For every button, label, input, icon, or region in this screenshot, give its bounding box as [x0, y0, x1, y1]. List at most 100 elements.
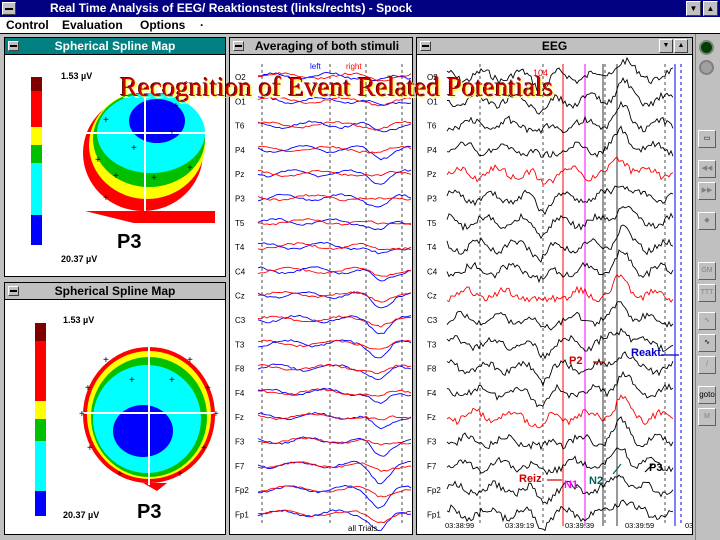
record-indicator-icon[interactable]: [699, 40, 714, 55]
forward-icon[interactable]: ▶▶: [698, 182, 716, 200]
rewind-icon[interactable]: ◀◀: [698, 160, 716, 178]
panel-title: Averaging of both stimuli: [230, 38, 412, 55]
mode-icon[interactable]: ◆: [698, 212, 716, 230]
trace-right: [257, 96, 412, 107]
svg-text:+: +: [79, 409, 85, 420]
channel-label: O1: [235, 97, 246, 106]
trace-left: [257, 484, 412, 509]
ttt-button[interactable]: TTT: [698, 284, 716, 302]
eeg-trace: [446, 56, 674, 92]
time-tick-label: 03:39:79: [685, 521, 692, 530]
annotation-p2: P2: [569, 355, 583, 367]
channel-label: O1: [427, 97, 438, 106]
head-map-top: + + + + + + + + +: [80, 93, 215, 223]
eeg-trace: [446, 77, 674, 115]
channel-label: O2: [235, 73, 246, 82]
channel-label: F4: [235, 389, 245, 398]
trace-left: [257, 193, 412, 208]
erp-icon[interactable]: ∿: [698, 334, 716, 352]
goto-button[interactable]: goto: [698, 386, 716, 404]
menu-bar: Control Evaluation Options ·: [0, 17, 720, 34]
channel-label: Fp1: [235, 510, 249, 519]
trace-left: [257, 266, 412, 282]
annotation-reakt: Reakt.: [631, 347, 665, 359]
panel-menu-button[interactable]: [233, 41, 244, 51]
svg-text:+: +: [151, 173, 157, 184]
m-button[interactable]: M: [698, 408, 716, 426]
trace-right: [257, 266, 412, 277]
printer-icon[interactable]: ▭: [698, 130, 716, 148]
channel-label: P4: [427, 146, 437, 155]
trace-right: [257, 72, 412, 82]
trace-left: [257, 460, 412, 485]
channel-label: T6: [427, 122, 437, 131]
trace-right: [257, 315, 412, 328]
time-tick-label: 03:39:59: [625, 521, 654, 530]
trace-left: [257, 509, 412, 532]
eeg-trace: [446, 446, 674, 476]
window-title-bar: Real Time Analysis of EEG/ Reaktionstest…: [0, 0, 720, 17]
channel-label: Fp1: [427, 510, 441, 519]
line-icon[interactable]: /: [698, 356, 716, 374]
svg-text:+: +: [173, 101, 179, 112]
svg-text:+: +: [87, 443, 93, 454]
channel-label: T3: [235, 340, 245, 349]
channel-label: Cz: [235, 292, 245, 301]
trace-right: [257, 291, 412, 303]
channel-label: T6: [235, 122, 245, 131]
panel-minimize-button[interactable]: ▼: [659, 39, 673, 53]
time-tick-label: 03:39:39: [565, 521, 594, 530]
svg-text:+: +: [117, 469, 123, 480]
gm-button[interactable]: GM: [698, 262, 716, 280]
panel-maximize-button[interactable]: ▲: [674, 39, 688, 53]
menu-control[interactable]: Control: [6, 18, 49, 32]
channel-label: Fz: [427, 413, 436, 422]
trace-right: [257, 145, 412, 154]
channel-label: F7: [235, 462, 245, 471]
map-min-value: 20.37 µV: [61, 254, 98, 264]
eeg-trace: [446, 474, 674, 505]
svg-text:+: +: [187, 355, 193, 366]
svg-text:+: +: [113, 171, 119, 182]
channel-label: F8: [427, 365, 437, 374]
eeg-trace: [446, 205, 674, 240]
legend-left: left: [310, 62, 321, 71]
annotation-n1: N1: [564, 479, 579, 491]
svg-text:+: +: [177, 469, 183, 480]
stop-indicator-icon[interactable]: [699, 60, 714, 75]
minimize-button[interactable]: ▼: [686, 1, 701, 16]
overlay-heading: Recognition of Event Related Potentials: [120, 72, 554, 102]
channel-label: Cz: [427, 292, 437, 301]
eeg-trace: [446, 224, 674, 264]
channel-label: T5: [235, 219, 245, 228]
menu-evaluation[interactable]: Evaluation: [62, 18, 123, 32]
trace-right: [257, 363, 412, 375]
channel-label: C4: [235, 267, 246, 276]
trace-right: [257, 485, 412, 498]
trace-right: [257, 120, 412, 131]
panel-title: EEG: [417, 38, 692, 55]
panel-title: Spherical Spline Map: [5, 283, 225, 300]
annotation-n2: N2: [589, 475, 604, 487]
menu-extra[interactable]: ·: [200, 18, 204, 32]
panel-menu-button[interactable]: [8, 286, 19, 296]
channel-label: P3: [235, 195, 245, 204]
channel-label: Pz: [235, 170, 244, 179]
panel-menu-button[interactable]: [420, 41, 431, 51]
trace-right: [257, 193, 412, 202]
eeg-trace: [446, 155, 674, 185]
panel-menu-button[interactable]: [8, 41, 19, 51]
trace-left: [257, 436, 412, 457]
trace-right: [257, 509, 412, 524]
svg-text:+: +: [129, 375, 135, 386]
wave-icon[interactable]: ∿: [698, 312, 716, 330]
spline-map-panel-bottom: Spherical Spline Map 1.53 µV 20.37 µV + +…: [4, 282, 226, 535]
colorbar: [31, 77, 42, 245]
menu-options[interactable]: Options: [140, 18, 186, 32]
trials-label: all Trials: [348, 524, 378, 533]
trace-right: [257, 169, 412, 177]
system-menu-button[interactable]: [2, 2, 16, 15]
channel-label: C3: [235, 316, 246, 325]
maximize-button[interactable]: ▲: [703, 1, 718, 16]
svg-text:+: +: [169, 375, 175, 386]
